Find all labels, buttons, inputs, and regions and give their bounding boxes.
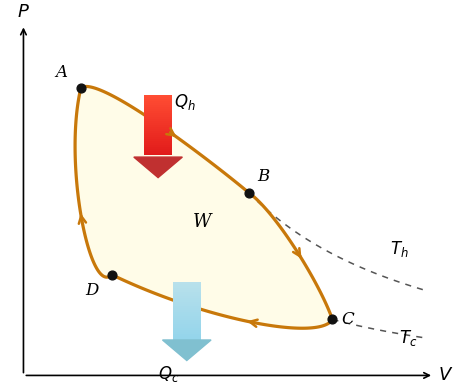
- Text: D: D: [85, 282, 98, 299]
- Text: C: C: [340, 311, 353, 328]
- Text: $P$: $P$: [17, 3, 30, 21]
- Point: [77, 85, 84, 91]
- Text: $Q_c$: $Q_c$: [158, 364, 179, 384]
- Point: [244, 190, 252, 196]
- Point: [328, 316, 335, 323]
- Text: $T_c$: $T_c$: [398, 328, 416, 348]
- Point: [108, 271, 115, 278]
- Text: W: W: [192, 213, 211, 231]
- Text: A: A: [56, 64, 67, 81]
- Polygon shape: [133, 157, 182, 177]
- Polygon shape: [162, 340, 211, 360]
- Text: $Q_h$: $Q_h$: [173, 92, 195, 112]
- Text: $T_h$: $T_h$: [389, 239, 408, 259]
- Polygon shape: [75, 87, 332, 328]
- Text: B: B: [257, 168, 269, 185]
- Text: $V$: $V$: [437, 367, 453, 385]
